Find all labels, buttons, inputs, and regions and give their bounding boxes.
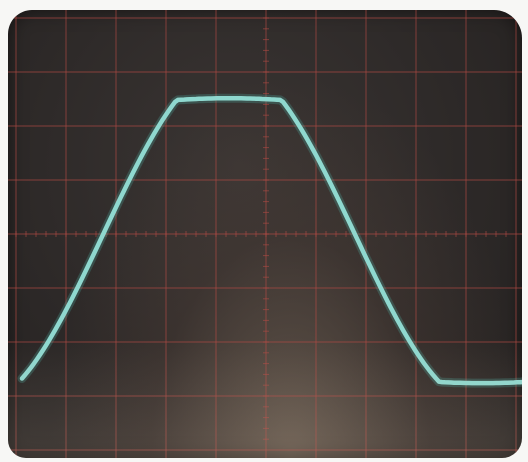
- waveform-trace-glow: [17, 93, 522, 388]
- oscilloscope-display: [8, 10, 522, 458]
- trace-group: [17, 93, 522, 388]
- oscilloscope-screen: [8, 10, 522, 458]
- waveform-trace: [19, 96, 522, 386]
- graticule-grid: [8, 10, 522, 458]
